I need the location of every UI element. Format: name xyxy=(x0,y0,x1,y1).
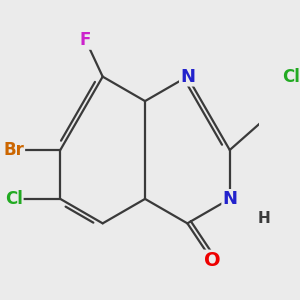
Text: Cl: Cl xyxy=(5,190,23,208)
Text: Cl: Cl xyxy=(282,68,300,85)
Text: F: F xyxy=(80,31,91,49)
Text: Br: Br xyxy=(3,141,24,159)
Text: H: H xyxy=(258,211,270,226)
Text: N: N xyxy=(180,68,195,85)
Text: N: N xyxy=(222,190,237,208)
Text: O: O xyxy=(203,250,220,269)
